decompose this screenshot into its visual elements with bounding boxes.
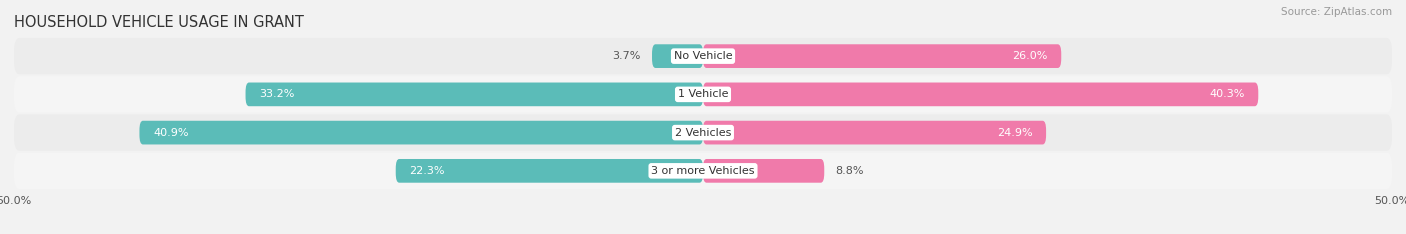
Text: 3.7%: 3.7% — [613, 51, 641, 61]
FancyBboxPatch shape — [14, 38, 1392, 74]
Text: HOUSEHOLD VEHICLE USAGE IN GRANT: HOUSEHOLD VEHICLE USAGE IN GRANT — [14, 15, 304, 30]
FancyBboxPatch shape — [14, 76, 1392, 113]
FancyBboxPatch shape — [14, 114, 1392, 151]
FancyBboxPatch shape — [246, 83, 703, 106]
Text: 1 Vehicle: 1 Vehicle — [678, 89, 728, 99]
FancyBboxPatch shape — [652, 44, 703, 68]
FancyBboxPatch shape — [703, 83, 1258, 106]
Text: No Vehicle: No Vehicle — [673, 51, 733, 61]
FancyBboxPatch shape — [703, 121, 1046, 144]
Text: 26.0%: 26.0% — [1012, 51, 1047, 61]
FancyBboxPatch shape — [14, 153, 1392, 189]
Text: 40.9%: 40.9% — [153, 128, 188, 138]
Text: 24.9%: 24.9% — [997, 128, 1032, 138]
Text: 40.3%: 40.3% — [1209, 89, 1244, 99]
FancyBboxPatch shape — [139, 121, 703, 144]
Text: 3 or more Vehicles: 3 or more Vehicles — [651, 166, 755, 176]
Text: 22.3%: 22.3% — [409, 166, 446, 176]
Text: Source: ZipAtlas.com: Source: ZipAtlas.com — [1281, 7, 1392, 17]
FancyBboxPatch shape — [703, 159, 824, 183]
Text: 2 Vehicles: 2 Vehicles — [675, 128, 731, 138]
Text: 33.2%: 33.2% — [259, 89, 295, 99]
Text: 8.8%: 8.8% — [835, 166, 863, 176]
FancyBboxPatch shape — [703, 44, 1062, 68]
FancyBboxPatch shape — [395, 159, 703, 183]
